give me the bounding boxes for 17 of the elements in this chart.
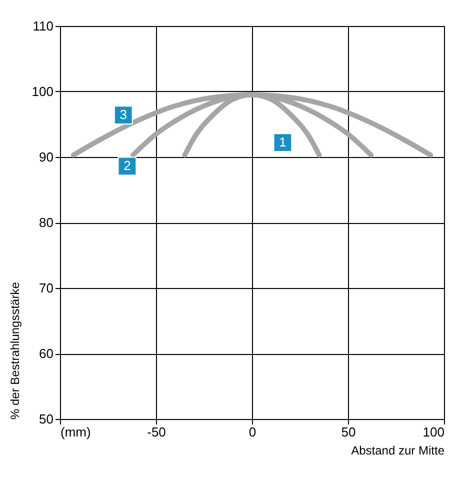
y-axis-title: % der Bestrahlungsstärke <box>8 282 22 420</box>
annotation: 3 <box>120 107 127 122</box>
y-tick-label: 100 <box>32 84 54 99</box>
x-axis-title: Abstand zur Mitte <box>351 444 445 458</box>
y-tick-label: 110 <box>32 18 54 34</box>
x-tick-label: (mm) <box>60 424 91 440</box>
x-tick-label: -50 <box>147 424 166 440</box>
y-tick-label: 50 <box>39 412 54 426</box>
y-tick-label: 80 <box>39 215 54 230</box>
y-tick-label: 90 <box>39 150 54 164</box>
annotation: 1 <box>279 134 286 150</box>
x-tick-label: 50 <box>341 424 356 440</box>
y-tick-label: 60 <box>39 346 54 361</box>
x-tick-label: 100 <box>422 424 444 440</box>
annotation: 2 <box>124 158 131 174</box>
x-tick-label: 0 <box>248 424 256 440</box>
y-tick-label: 70 <box>39 280 54 296</box>
